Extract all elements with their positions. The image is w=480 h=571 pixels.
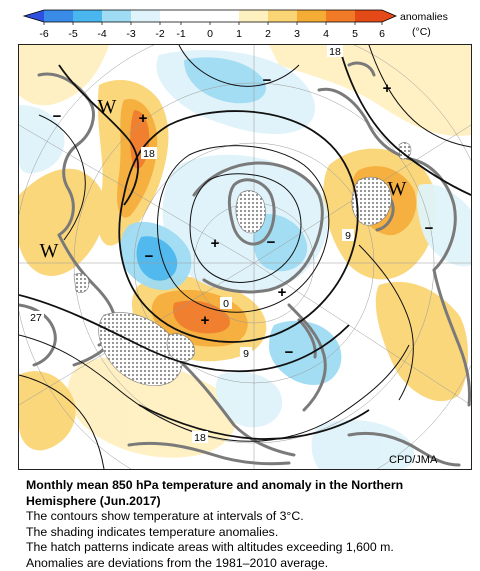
warm-area-southwest [19,371,76,450]
colorbar-seg-4 [102,10,131,22]
terrain-iran [74,273,89,292]
minus-sign: − [53,108,62,125]
caption-line: The shading indicates temperature anomal… [26,525,466,541]
minus-sign: − [285,344,294,361]
plus-sign: + [211,235,220,252]
colorbar-seg-8 [239,10,268,22]
contour-label: 9 [345,230,351,242]
tick-label: -2 [155,28,164,40]
colorbar-segments [24,10,396,22]
colorbar-seg-10 [297,10,326,22]
map-panel: 18 18 9 0 9 18 27 W W W − − − − − − [18,44,472,470]
colorbar-unit-label: anomalies [400,11,448,23]
tick-label: 4 [323,28,329,40]
contour-label: 27 [30,312,42,324]
contour-label: 0 [223,298,229,310]
minus-sign: − [145,248,154,265]
tick-label: 3 [294,28,300,40]
caption-title: Monthly mean 850 hPa temperature and ano… [26,478,466,509]
tick-label: -6 [39,28,48,40]
tick-label: -5 [68,28,77,40]
anomaly-colorbar: -6 -5 -4 -3 -2 -1 0 1 2 3 4 5 6 anomalie… [0,0,480,44]
warm-area-west [19,169,105,276]
warm-area-north-west [19,45,109,105]
colorbar-seg-7 [210,10,239,22]
contour-label: 18 [194,432,206,444]
warm-mark: W [388,178,407,200]
colorbar-tick-labels: -6 -5 -4 -3 -2 -1 0 1 2 3 4 5 6 [39,28,385,40]
tick-label: 0 [207,28,213,40]
colorbar-seg-6 [160,10,210,22]
warm-area-southeast [376,282,468,401]
colorbar-seg-5 [131,10,160,22]
cold-area-pacific [269,321,341,385]
tick-label: -3 [126,28,135,40]
contour-label: 18 [143,148,155,160]
hemisphere-map: 18 18 9 0 9 18 27 W W W − − − − − − [19,45,471,469]
contour-label: 18 [329,46,341,58]
colorbar-seg-11 [326,10,355,22]
figure-caption: Monthly mean 850 hPa temperature and ano… [26,478,466,571]
caption-line: The contours show temperature at interva… [26,509,466,525]
caption-line: The hatch patterns indicate areas with a… [26,540,466,556]
tick-label: 5 [352,28,358,40]
colorbar-seg-2 [44,10,73,22]
colorbar-seg-1 [24,10,44,22]
colorbar-ticks [44,22,382,25]
minus-sign: − [267,234,276,251]
colorbar-seg-12 [355,10,396,22]
minus-sign: − [425,220,434,237]
tick-label: 1 [236,28,242,40]
tick-label: 6 [379,28,385,40]
contour-label: 9 [243,348,249,360]
tick-label: -1 [176,28,185,40]
plus-sign: + [383,80,392,97]
colorbar-seg-9 [268,10,297,22]
plus-sign: + [201,312,210,329]
tick-label: -4 [97,28,106,40]
terrain-greenland [236,191,265,233]
warm-mark: W [98,96,117,118]
colorbar-unit: (°C) [412,26,431,38]
plus-sign: + [139,110,148,127]
map-credit: CPD/JMA [389,454,438,466]
plus-sign: + [278,284,287,301]
minus-sign: − [263,72,272,89]
tick-label: 2 [265,28,271,40]
warm-mark: W [40,240,59,262]
caption-line: Anomalies are deviations from the 1981–2… [26,556,466,571]
colorbar-seg-3 [73,10,102,22]
